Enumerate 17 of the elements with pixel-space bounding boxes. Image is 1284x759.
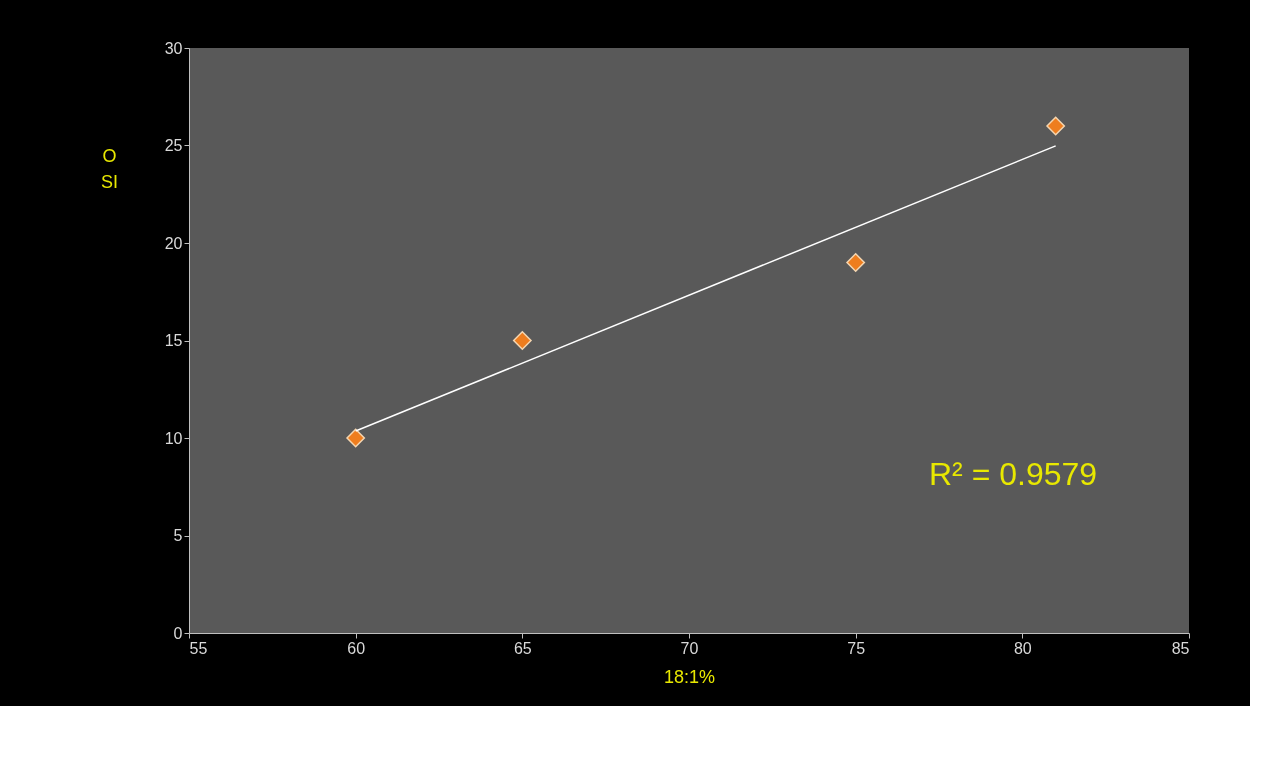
x-tick-label: 60 (347, 639, 366, 657)
y-tick-label: 30 (164, 39, 183, 57)
x-tick-label: 80 (1013, 639, 1032, 657)
y-tick-label: 20 (164, 234, 183, 252)
y-tick-label: 10 (164, 429, 183, 447)
y-axis-title: O SI (100, 145, 119, 192)
y-tick-label: 0 (173, 624, 183, 642)
x-tick-label: 70 (680, 639, 699, 657)
x-axis-title: 18:1% (663, 666, 716, 687)
x-tick-label: 85 (1171, 639, 1190, 657)
x-tick-label: 75 (847, 639, 866, 657)
x-tick-label: 65 (513, 639, 532, 657)
y-tick-label: 15 (164, 332, 183, 349)
annotation: R² = 0.9579 (929, 456, 1098, 493)
x-tick-label: 55 (189, 639, 208, 657)
y-tick-label: 5 (173, 527, 183, 544)
y-tick-label: 25 (164, 137, 183, 154)
